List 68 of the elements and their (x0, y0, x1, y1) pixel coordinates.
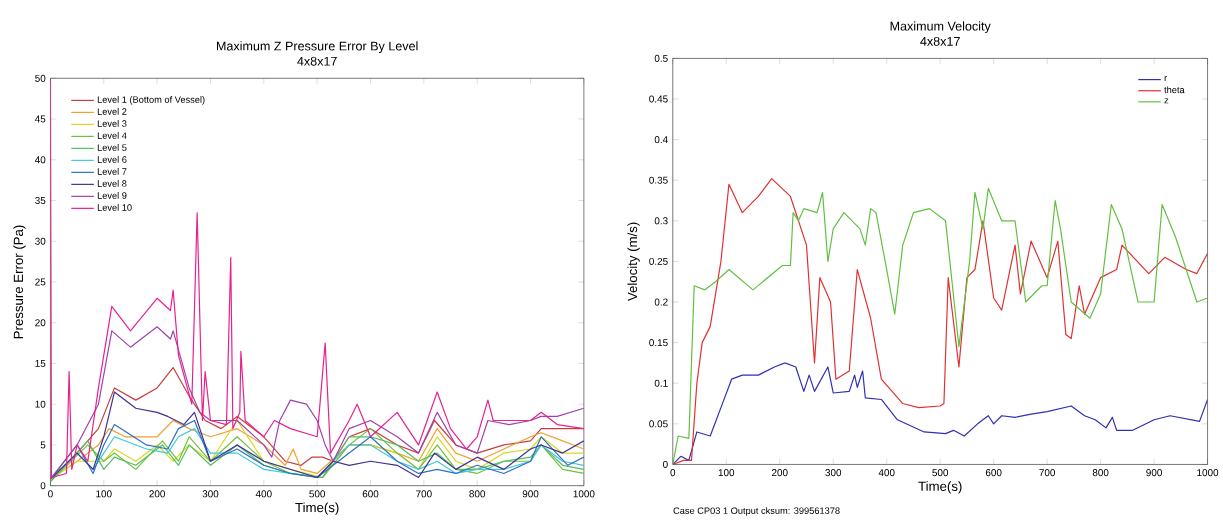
x-tick-label: 400 (878, 469, 895, 477)
text: Case CP03 1 Output cksum: 399561378 (673, 507, 840, 516)
y-tick-label: 0.1 (654, 379, 668, 387)
legend-label: z (1164, 98, 1169, 104)
line-series (50, 326, 584, 480)
x-tick-label: 600 (985, 469, 1002, 477)
x-tick-label: 200 (771, 469, 788, 477)
y-tick-label: 35 (35, 197, 46, 205)
chart-title: Maximum Velocity (890, 21, 991, 34)
y-tick-label: 0.5 (654, 54, 668, 62)
legend-label: Level 1 (Bottom of Vessel) (97, 96, 205, 105)
legend-label: theta (1164, 86, 1185, 94)
legend-label: Level 3 (97, 120, 127, 127)
y-tick-label: 50 (35, 74, 46, 82)
x-axis-title: Time(s) (918, 481, 962, 494)
y-tick-label: 45 (34, 115, 46, 123)
x-axis-title: Time(s) (295, 502, 339, 515)
legend-label: Level 2 (97, 108, 127, 115)
y-tick-label: 15 (35, 360, 46, 367)
line-series (672, 362, 1208, 465)
chart-subtitle: 4x8x17 (920, 36, 960, 46)
legend-label: Level 9 (97, 192, 127, 199)
x-tick-label: 1000 (1197, 469, 1219, 477)
x-tick-label: 900 (1146, 469, 1162, 477)
x-tick-label: 500 (309, 490, 326, 498)
x-tick-label: 100 (96, 490, 112, 498)
x-tick-label: 400 (255, 490, 272, 498)
y-tick-label: 5 (40, 441, 46, 449)
x-tick-label: 700 (1039, 469, 1056, 477)
y-axis-title: Velocity (m/s) (627, 222, 640, 302)
y-tick-label: 0.4 (654, 136, 668, 144)
y-tick-label: 40 (34, 156, 46, 164)
y-tick-label: 10 (35, 400, 46, 408)
x-tick-label: 300 (202, 490, 219, 498)
y-tick-label: 0.3 (654, 217, 668, 225)
y-tick-label: 0.25 (649, 257, 668, 266)
x-tick-label: 600 (362, 490, 379, 498)
x-tick-label: 700 (416, 490, 432, 498)
x-tick-label: 100 (718, 469, 735, 477)
y-tick-label: 0 (40, 482, 46, 490)
y-tick-label: 0.15 (649, 339, 668, 347)
y-tick-label: 25 (35, 278, 46, 286)
y-tick-label: 0.35 (649, 176, 668, 184)
x-tick-label: 800 (469, 490, 486, 498)
legend-label: Level 5 (97, 144, 127, 151)
y-tick-label: 0.45 (649, 95, 668, 103)
x-tick-label: 900 (522, 490, 539, 498)
x-tick-label: 200 (149, 490, 165, 498)
x-tick-label: 500 (932, 469, 949, 477)
x-tick-label: 0 (48, 490, 53, 498)
chart-subtitle: 4x8x17 (297, 56, 337, 66)
y-tick-label: 0.2 (654, 298, 668, 306)
x-tick-label: 0 (670, 469, 676, 477)
y-tick-label: 0 (663, 461, 668, 469)
y-axis-title: Pressure Error (Pa) (13, 225, 26, 339)
y-tick-label: 30 (35, 237, 46, 245)
chart-title: Maximum Z Pressure Error By Level (217, 41, 418, 54)
legend-label: Level 7 (97, 168, 127, 175)
legend-label: r (1164, 76, 1167, 82)
legend-label: Level 4 (97, 132, 127, 139)
y-tick-label: 20 (35, 319, 46, 327)
x-tick-label: 1000 (573, 490, 595, 498)
legend-label: Level 10 (97, 204, 132, 211)
y-tick-label: 0.05 (649, 420, 668, 428)
x-tick-label: 300 (825, 469, 842, 477)
legend-label: Level 6 (97, 156, 127, 163)
x-tick-label: 800 (1092, 469, 1109, 477)
legend-label: Level 8 (97, 180, 127, 187)
